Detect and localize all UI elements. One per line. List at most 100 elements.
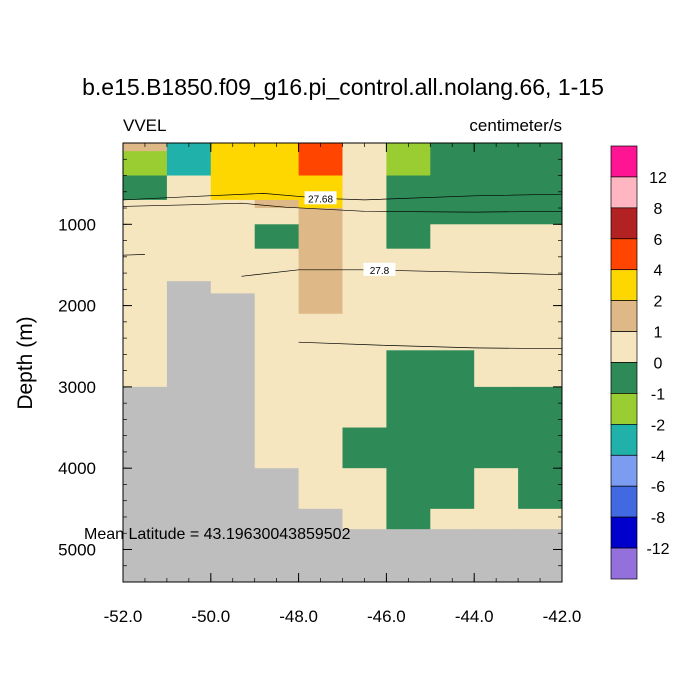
heatmap-cell [386, 143, 431, 152]
heatmap-cell [123, 175, 168, 201]
heatmap-cell [166, 151, 212, 177]
heatmap-cell [210, 293, 256, 307]
mean-latitude-annotation: Mean Latitude = 43.19630043859502 [84, 526, 351, 543]
heatmap-cell [166, 143, 212, 152]
heatmap-cell [386, 281, 431, 294]
heatmap-cell [518, 508, 563, 530]
heatmap-cell [474, 293, 519, 307]
heatmap-cell [474, 248, 519, 282]
heatmap-cell [342, 305, 387, 315]
heatmap-cell [430, 313, 475, 351]
heatmap-cell [254, 224, 300, 250]
heatmap-cell [518, 350, 563, 388]
colorbar-label: -12 [646, 541, 669, 558]
y-tick-label: 4000 [58, 459, 96, 478]
heatmap-cell [342, 468, 387, 510]
heatmap-cell [342, 386, 387, 429]
heatmap-cell [210, 386, 256, 429]
heatmap-cell [342, 143, 387, 152]
heatmap-cell [386, 427, 431, 469]
heatmap-cell [386, 350, 431, 388]
heatmap-cell [123, 529, 168, 583]
heatmap-cell [123, 281, 168, 294]
heatmap-cell [254, 386, 300, 429]
colorbar-swatch [610, 269, 638, 301]
heatmap-cell [298, 248, 343, 282]
heatmap-cell [210, 248, 256, 282]
heatmap-cell [474, 175, 519, 201]
heatmap-cell [386, 175, 431, 201]
colorbar-label: 8 [654, 201, 663, 218]
colorbar-label: 2 [654, 294, 663, 311]
heatmap-cell [123, 143, 168, 152]
heatmap-cell [166, 199, 212, 209]
heatmap-cell [123, 313, 168, 351]
colorbar-swatch [610, 362, 638, 394]
heatmap-cell [166, 386, 212, 429]
heatmap-cell [210, 427, 256, 469]
heatmap-cell [123, 508, 168, 530]
heatmap-cell [430, 427, 475, 469]
colorbar-label: -6 [651, 479, 665, 496]
heatmap-cell [430, 143, 475, 152]
heatmap-cell [518, 248, 563, 282]
colorbar-swatch [610, 485, 638, 518]
colorbar-label: -2 [651, 417, 665, 434]
heatmap-cell [298, 386, 343, 429]
heatmap-cell [254, 281, 300, 294]
heatmap-cell [474, 281, 519, 294]
heatmap-cell [474, 468, 519, 510]
heatmap-cell [210, 529, 256, 583]
heatmap-cell [166, 468, 212, 510]
heatmap-cell [430, 529, 475, 583]
heatmap-cell [430, 281, 475, 294]
colorbar-label: -1 [651, 386, 665, 403]
heatmap-cell [474, 313, 519, 351]
heatmap-cell [210, 313, 256, 351]
heatmap-cell [123, 199, 168, 209]
heatmap-cell [210, 508, 256, 530]
heatmap-cell [386, 468, 431, 510]
colorbar-label: 4 [654, 263, 663, 280]
heatmap-cell [386, 151, 431, 177]
heatmap-cell [474, 427, 519, 469]
heatmap-cell [474, 386, 519, 429]
x-tick-label: -46.0 [367, 607, 406, 626]
heatmap-cell [254, 143, 300, 152]
colorbar-swatch [610, 454, 638, 487]
heatmap-cell [342, 508, 387, 530]
heatmap-cell [342, 208, 387, 225]
heatmap-cell [342, 281, 387, 294]
heatmap-cell [254, 293, 300, 307]
y-tick-label: 3000 [58, 378, 96, 397]
contour-line [122, 254, 145, 256]
heatmap-cell [474, 143, 519, 152]
heatmap-cell [342, 427, 387, 469]
heatmap-cell [430, 208, 475, 225]
heatmap-cell [298, 305, 343, 315]
contour-label: 27.8 [370, 266, 390, 277]
heatmap-cell [123, 386, 168, 429]
heatmap-cell [254, 208, 300, 225]
heatmap-cell [210, 305, 256, 315]
heatmap-cell [518, 313, 563, 351]
heatmap-cell [166, 313, 212, 351]
colorbar-swatch [610, 238, 638, 271]
colorbar-swatch [610, 331, 638, 363]
heatmap-cell [386, 293, 431, 307]
heatmap-cell [210, 151, 256, 177]
heatmap-cell [123, 350, 168, 388]
y-tick-label: 5000 [58, 540, 96, 559]
plot-cells [123, 143, 563, 583]
heatmap-cell [166, 427, 212, 469]
heatmap-cell [386, 529, 431, 583]
heatmap-cell [430, 199, 475, 209]
heatmap-cell [123, 224, 168, 250]
heatmap-cell [254, 199, 300, 209]
heatmap-cell [166, 224, 212, 250]
x-tick-label: -50.0 [191, 607, 230, 626]
x-tick-label: -52.0 [104, 607, 143, 626]
y-tick-label: 1000 [58, 215, 96, 234]
heatmap-cell [298, 468, 343, 510]
